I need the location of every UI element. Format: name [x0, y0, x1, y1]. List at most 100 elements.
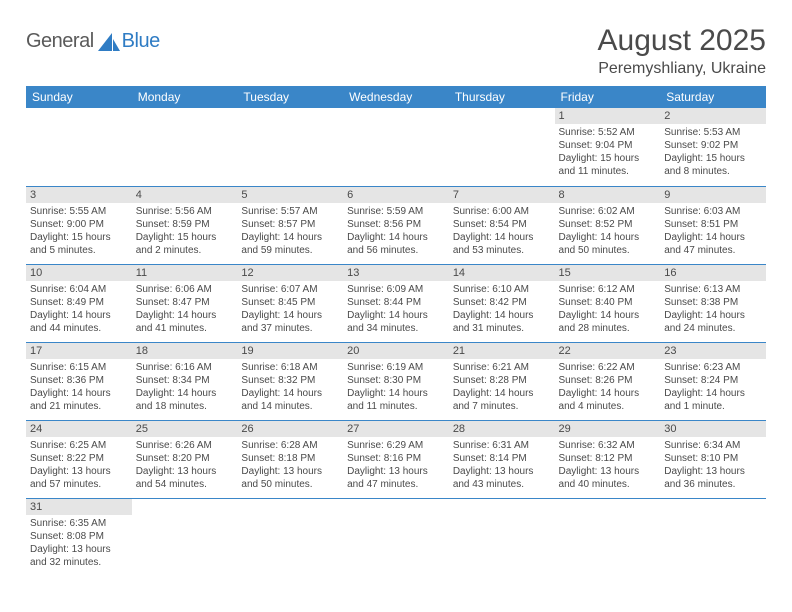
sunset-line: Sunset: 9:04 PM — [559, 139, 657, 152]
calendar-cell: 5Sunrise: 5:57 AMSunset: 8:57 PMDaylight… — [237, 186, 343, 264]
day-details: Sunrise: 6:04 AMSunset: 8:49 PMDaylight:… — [26, 281, 132, 337]
logo: General Blue — [26, 24, 160, 53]
day-details: Sunrise: 6:21 AMSunset: 8:28 PMDaylight:… — [449, 359, 555, 415]
calendar-cell — [660, 498, 766, 576]
sunrise-line: Sunrise: 6:04 AM — [30, 283, 128, 296]
daylight-line: Daylight: 14 hours and 7 minutes. — [453, 387, 551, 413]
day-number: 6 — [343, 187, 449, 203]
daylight-line: Daylight: 15 hours and 8 minutes. — [664, 152, 762, 178]
calendar-cell: 24Sunrise: 6:25 AMSunset: 8:22 PMDayligh… — [26, 420, 132, 498]
sunrise-line: Sunrise: 6:23 AM — [664, 361, 762, 374]
day-header: Tuesday — [237, 86, 343, 108]
sunset-line: Sunset: 8:08 PM — [30, 530, 128, 543]
day-details: Sunrise: 6:07 AMSunset: 8:45 PMDaylight:… — [237, 281, 343, 337]
sunrise-line: Sunrise: 6:15 AM — [30, 361, 128, 374]
sunset-line: Sunset: 8:52 PM — [559, 218, 657, 231]
calendar-cell: 21Sunrise: 6:21 AMSunset: 8:28 PMDayligh… — [449, 342, 555, 420]
calendar-cell: 17Sunrise: 6:15 AMSunset: 8:36 PMDayligh… — [26, 342, 132, 420]
logo-sail-icon — [98, 33, 120, 51]
calendar-cell — [237, 498, 343, 576]
month-title: August 2025 — [598, 24, 766, 58]
daylight-line: Daylight: 13 hours and 43 minutes. — [453, 465, 551, 491]
sunrise-line: Sunrise: 6:31 AM — [453, 439, 551, 452]
sunrise-line: Sunrise: 6:34 AM — [664, 439, 762, 452]
daylight-line: Daylight: 14 hours and 24 minutes. — [664, 309, 762, 335]
location: Peremyshliany, Ukraine — [598, 60, 766, 78]
day-details: Sunrise: 6:00 AMSunset: 8:54 PMDaylight:… — [449, 203, 555, 259]
day-number: 9 — [660, 187, 766, 203]
calendar-head: SundayMondayTuesdayWednesdayThursdayFrid… — [26, 86, 766, 108]
sunset-line: Sunset: 8:32 PM — [241, 374, 339, 387]
calendar-cell: 27Sunrise: 6:29 AMSunset: 8:16 PMDayligh… — [343, 420, 449, 498]
daylight-line: Daylight: 15 hours and 2 minutes. — [136, 231, 234, 257]
day-details: Sunrise: 6:25 AMSunset: 8:22 PMDaylight:… — [26, 437, 132, 493]
daylight-line: Daylight: 14 hours and 28 minutes. — [559, 309, 657, 335]
sunrise-line: Sunrise: 6:19 AM — [347, 361, 445, 374]
day-details: Sunrise: 6:03 AMSunset: 8:51 PMDaylight:… — [660, 203, 766, 259]
calendar-cell — [449, 498, 555, 576]
day-number: 29 — [555, 421, 661, 437]
sunrise-line: Sunrise: 6:21 AM — [453, 361, 551, 374]
day-details: Sunrise: 6:06 AMSunset: 8:47 PMDaylight:… — [132, 281, 238, 337]
daylight-line: Daylight: 14 hours and 1 minute. — [664, 387, 762, 413]
sunset-line: Sunset: 8:26 PM — [559, 374, 657, 387]
day-details: Sunrise: 5:55 AMSunset: 9:00 PMDaylight:… — [26, 203, 132, 259]
sunrise-line: Sunrise: 5:57 AM — [241, 205, 339, 218]
day-number: 31 — [26, 499, 132, 515]
day-details: Sunrise: 6:28 AMSunset: 8:18 PMDaylight:… — [237, 437, 343, 493]
day-number: 13 — [343, 265, 449, 281]
daylight-line: Daylight: 14 hours and 41 minutes. — [136, 309, 234, 335]
daylight-line: Daylight: 13 hours and 40 minutes. — [559, 465, 657, 491]
daylight-line: Daylight: 14 hours and 44 minutes. — [30, 309, 128, 335]
daylight-line: Daylight: 13 hours and 57 minutes. — [30, 465, 128, 491]
calendar-table: SundayMondayTuesdayWednesdayThursdayFrid… — [26, 86, 766, 576]
day-details: Sunrise: 6:10 AMSunset: 8:42 PMDaylight:… — [449, 281, 555, 337]
calendar-cell: 9Sunrise: 6:03 AMSunset: 8:51 PMDaylight… — [660, 186, 766, 264]
calendar-cell: 3Sunrise: 5:55 AMSunset: 9:00 PMDaylight… — [26, 186, 132, 264]
day-details: Sunrise: 6:22 AMSunset: 8:26 PMDaylight:… — [555, 359, 661, 415]
sunset-line: Sunset: 9:00 PM — [30, 218, 128, 231]
day-details: Sunrise: 5:56 AMSunset: 8:59 PMDaylight:… — [132, 203, 238, 259]
sunrise-line: Sunrise: 6:35 AM — [30, 517, 128, 530]
sunset-line: Sunset: 8:56 PM — [347, 218, 445, 231]
sunset-line: Sunset: 8:54 PM — [453, 218, 551, 231]
daylight-line: Daylight: 15 hours and 11 minutes. — [559, 152, 657, 178]
day-number: 28 — [449, 421, 555, 437]
day-number: 21 — [449, 343, 555, 359]
sunrise-line: Sunrise: 6:32 AM — [559, 439, 657, 452]
day-details: Sunrise: 6:23 AMSunset: 8:24 PMDaylight:… — [660, 359, 766, 415]
sunset-line: Sunset: 8:51 PM — [664, 218, 762, 231]
calendar-cell: 7Sunrise: 6:00 AMSunset: 8:54 PMDaylight… — [449, 186, 555, 264]
daylight-line: Daylight: 13 hours and 54 minutes. — [136, 465, 234, 491]
day-details: Sunrise: 6:26 AMSunset: 8:20 PMDaylight:… — [132, 437, 238, 493]
daylight-line: Daylight: 14 hours and 18 minutes. — [136, 387, 234, 413]
sunset-line: Sunset: 8:30 PM — [347, 374, 445, 387]
day-header: Wednesday — [343, 86, 449, 108]
day-details: Sunrise: 6:19 AMSunset: 8:30 PMDaylight:… — [343, 359, 449, 415]
daylight-line: Daylight: 13 hours and 47 minutes. — [347, 465, 445, 491]
sunset-line: Sunset: 8:34 PM — [136, 374, 234, 387]
sunrise-line: Sunrise: 5:56 AM — [136, 205, 234, 218]
sunrise-line: Sunrise: 6:02 AM — [559, 205, 657, 218]
calendar-cell: 10Sunrise: 6:04 AMSunset: 8:49 PMDayligh… — [26, 264, 132, 342]
sunrise-line: Sunrise: 6:22 AM — [559, 361, 657, 374]
day-number: 16 — [660, 265, 766, 281]
sunrise-line: Sunrise: 6:12 AM — [559, 283, 657, 296]
daylight-line: Daylight: 14 hours and 59 minutes. — [241, 231, 339, 257]
day-details: Sunrise: 6:32 AMSunset: 8:12 PMDaylight:… — [555, 437, 661, 493]
calendar-cell: 30Sunrise: 6:34 AMSunset: 8:10 PMDayligh… — [660, 420, 766, 498]
sunset-line: Sunset: 8:45 PM — [241, 296, 339, 309]
calendar-cell: 19Sunrise: 6:18 AMSunset: 8:32 PMDayligh… — [237, 342, 343, 420]
day-number: 18 — [132, 343, 238, 359]
sunset-line: Sunset: 8:59 PM — [136, 218, 234, 231]
title-block: August 2025 Peremyshliany, Ukraine — [598, 24, 766, 78]
sunrise-line: Sunrise: 6:00 AM — [453, 205, 551, 218]
day-number: 8 — [555, 187, 661, 203]
sunrise-line: Sunrise: 6:25 AM — [30, 439, 128, 452]
day-number: 22 — [555, 343, 661, 359]
day-number: 2 — [660, 108, 766, 124]
daylight-line: Daylight: 14 hours and 56 minutes. — [347, 231, 445, 257]
day-header: Sunday — [26, 86, 132, 108]
day-details: Sunrise: 5:52 AMSunset: 9:04 PMDaylight:… — [555, 124, 661, 180]
sunrise-line: Sunrise: 6:28 AM — [241, 439, 339, 452]
